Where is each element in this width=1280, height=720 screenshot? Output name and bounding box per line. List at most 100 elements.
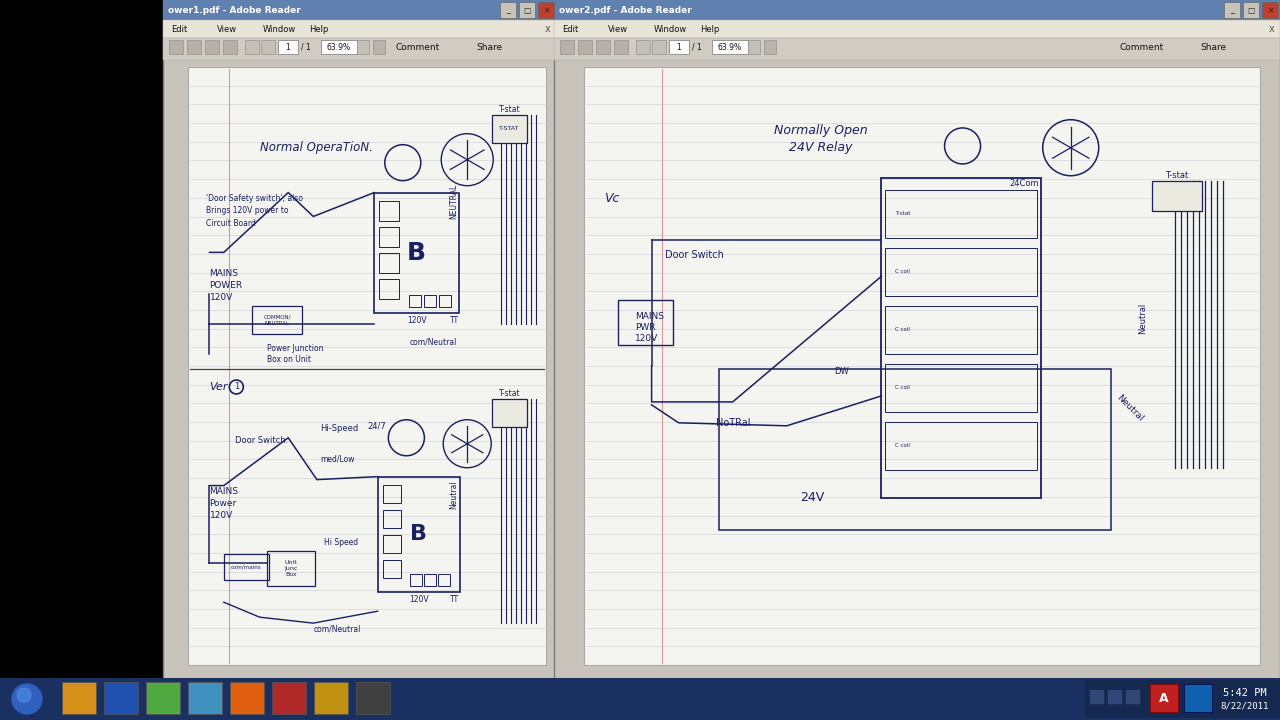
Text: / 1: / 1 — [301, 42, 311, 52]
Bar — [378, 477, 460, 592]
Text: Neutral: Neutral — [449, 480, 458, 509]
Bar — [163, 20, 556, 38]
Text: x: x — [1270, 24, 1275, 34]
Text: C coil: C coil — [896, 385, 910, 390]
Bar — [188, 67, 547, 665]
Bar — [356, 682, 390, 714]
Bar — [383, 559, 401, 577]
Bar — [538, 2, 554, 18]
Bar — [379, 253, 399, 273]
Bar — [357, 40, 369, 54]
Bar — [1243, 2, 1260, 18]
Text: C coil: C coil — [896, 269, 910, 274]
Text: B: B — [407, 240, 426, 264]
Bar — [882, 178, 1042, 498]
Text: 24/7: 24/7 — [367, 421, 385, 431]
Text: Unit
Junc
Box: Unit Junc Box — [284, 560, 297, 577]
Bar — [596, 40, 611, 54]
Bar — [169, 40, 183, 54]
Bar — [163, 38, 556, 60]
Text: Ver: Ver — [210, 382, 228, 392]
Text: Neutral: Neutral — [1115, 393, 1144, 423]
Text: TT: TT — [449, 316, 458, 325]
Text: ower1.pdf - Adobe Reader: ower1.pdf - Adobe Reader — [168, 6, 301, 14]
Text: T-stat: T-stat — [498, 390, 520, 398]
Text: Door Switch: Door Switch — [666, 251, 724, 261]
Bar — [554, 38, 1280, 60]
Bar — [579, 40, 591, 54]
Text: Comment: Comment — [396, 42, 440, 52]
Bar — [188, 682, 221, 714]
Text: View: View — [218, 24, 237, 34]
Text: A: A — [1160, 691, 1169, 704]
Text: Edit: Edit — [172, 24, 187, 34]
Text: NEUTRAL: NEUTRAL — [449, 184, 458, 219]
Bar — [104, 682, 138, 714]
Text: 120V: 120V — [408, 595, 429, 604]
Bar — [1152, 181, 1202, 211]
Bar — [252, 306, 302, 334]
Text: T-stat: T-stat — [498, 105, 520, 114]
Text: View: View — [608, 24, 628, 34]
Bar — [886, 305, 1037, 354]
Bar — [163, 0, 556, 680]
Bar — [554, 0, 1280, 680]
Bar — [1224, 2, 1240, 18]
Text: COMMON/
NEUTRAL: COMMON/ NEUTRAL — [264, 315, 291, 325]
Bar — [163, 0, 556, 20]
Bar — [669, 40, 689, 54]
Text: Neutral: Neutral — [1138, 302, 1147, 334]
Bar — [314, 682, 348, 714]
Text: 1: 1 — [234, 382, 239, 392]
Bar — [379, 201, 399, 220]
Bar — [493, 399, 527, 427]
Bar — [383, 535, 401, 553]
Text: C coil: C coil — [896, 443, 910, 448]
Bar — [719, 369, 1111, 531]
Text: Power Junction
Box on Unit: Power Junction Box on Unit — [266, 343, 324, 364]
Text: com/Neutral: com/Neutral — [410, 338, 457, 346]
Bar — [321, 40, 357, 54]
Text: Window: Window — [262, 24, 296, 34]
Bar — [748, 40, 760, 54]
Text: ✕: ✕ — [1267, 6, 1274, 14]
Text: DW: DW — [835, 367, 849, 377]
Text: T-stat: T-stat — [1165, 171, 1188, 180]
Text: 63.9%: 63.9% — [326, 42, 351, 52]
Text: Share: Share — [476, 42, 502, 52]
Text: Share: Share — [1199, 42, 1226, 52]
Bar — [886, 248, 1037, 296]
Bar — [554, 0, 1280, 20]
Bar — [500, 2, 516, 18]
Bar — [554, 20, 1280, 38]
Text: _: _ — [1230, 6, 1234, 14]
Bar — [584, 67, 1260, 665]
Bar — [1126, 690, 1140, 704]
Bar — [224, 554, 269, 580]
Bar — [410, 294, 421, 307]
Bar — [278, 40, 298, 54]
Bar — [1108, 690, 1123, 704]
Text: MAINS
Power
120V: MAINS Power 120V — [210, 487, 238, 520]
Text: Normally Open
24V Relay: Normally Open 24V Relay — [774, 124, 868, 154]
Bar — [146, 682, 180, 714]
Text: Edit: Edit — [562, 24, 579, 34]
Text: x: x — [545, 24, 550, 34]
Bar — [518, 2, 535, 18]
Text: _: _ — [506, 6, 509, 14]
Bar — [379, 279, 399, 299]
Text: T-STAT: T-STAT — [499, 126, 520, 131]
Text: MAINS
POWER
120V: MAINS POWER 120V — [210, 269, 243, 302]
Text: 24Com: 24Com — [1010, 179, 1039, 188]
Bar — [559, 40, 573, 54]
Text: ower2.pdf - Adobe Reader: ower2.pdf - Adobe Reader — [559, 6, 691, 14]
Bar — [372, 40, 385, 54]
Text: Window: Window — [654, 24, 687, 34]
Text: Normal OperaTioN.: Normal OperaTioN. — [260, 141, 372, 154]
Bar — [261, 40, 275, 54]
Text: Help: Help — [308, 24, 329, 34]
Bar — [1085, 680, 1280, 718]
Text: Help: Help — [700, 24, 719, 34]
Bar — [266, 552, 315, 586]
Bar — [438, 574, 449, 585]
